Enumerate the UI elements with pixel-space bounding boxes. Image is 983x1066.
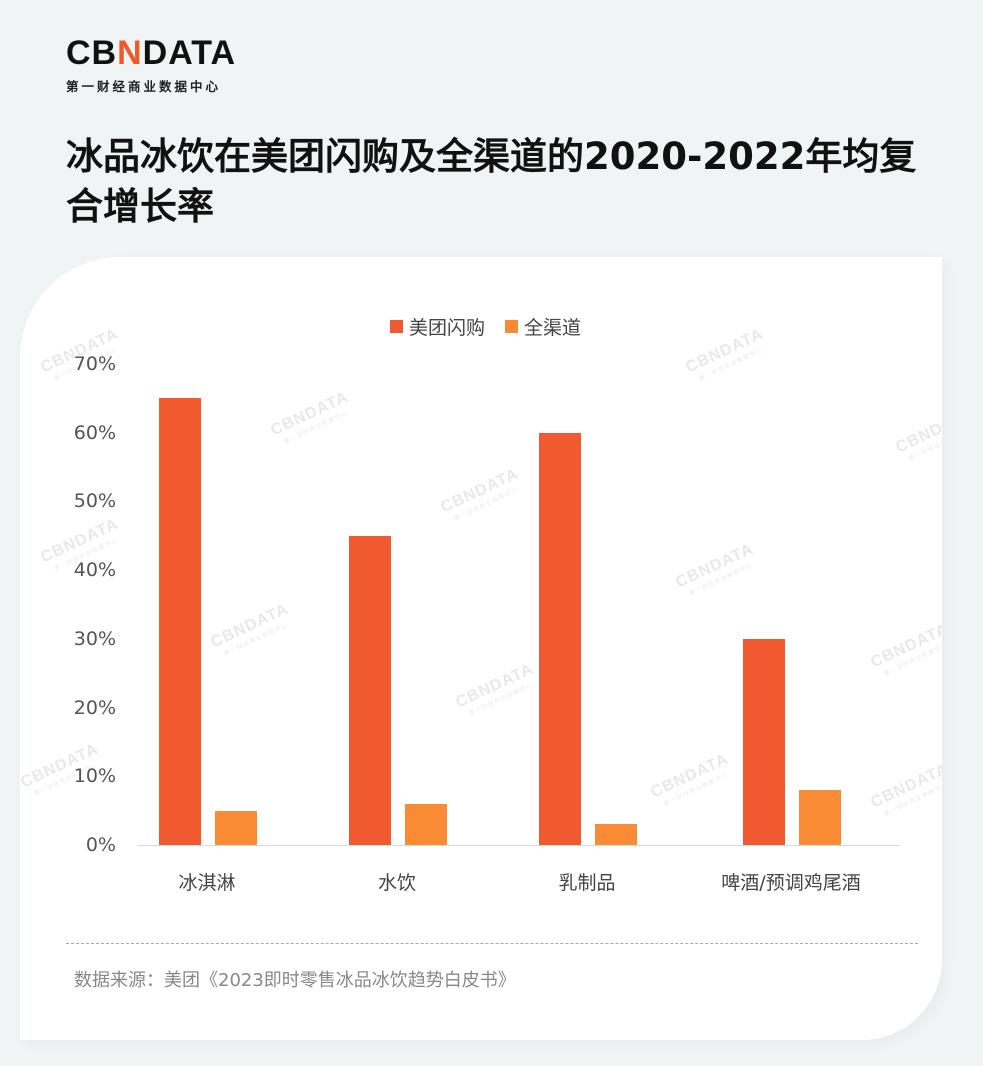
chart-title: 冰品冰饮在美团闪购及全渠道的2020-2022年均复合增长率 <box>66 135 917 228</box>
y-tick-label: 10% <box>73 765 116 788</box>
watermark: CBNDATA 第一财经商业数据中心 <box>648 750 732 808</box>
watermark: CBNDATA 第一财经商业数据中心 <box>893 405 942 463</box>
watermark: CBNDATA 第一财经商业数据中心 <box>438 465 522 523</box>
x-category-label: 乳制品 <box>558 872 616 894</box>
bar-all-channel <box>798 790 841 845</box>
source-note: 数据来源：美团《2023即时零售冰品冰饮趋势白皮书》 <box>74 970 516 991</box>
dashed-divider <box>66 943 918 944</box>
watermark: CBNDATA 第一财经商业数据中心 <box>673 540 757 598</box>
y-tick-label: 50% <box>73 490 116 513</box>
bar-all-channel <box>404 803 447 845</box>
legend-item-all-channel: 全渠道 <box>505 313 581 340</box>
y-tick-label: 70% <box>73 353 116 375</box>
cbndata-logo: CBNDATA 第一财经商业数据中心 <box>66 36 236 95</box>
watermark: CBNDATA 第一财经商业数据中心 <box>683 325 767 383</box>
legend-label: 美团闪购 <box>409 317 486 339</box>
legend-swatch-meituan <box>390 320 403 333</box>
bar-meituan <box>538 432 581 845</box>
bar-all-channel <box>594 824 637 845</box>
watermark: CBNDATA 第一财经商业数据中心 <box>453 660 537 718</box>
bar-meituan <box>158 398 201 845</box>
y-tick-label: 0% <box>85 834 116 856</box>
y-tick-label: 40% <box>73 559 116 582</box>
legend-swatch-all-channel <box>505 320 519 333</box>
legend-label: 全渠道 <box>524 317 582 339</box>
watermark: CBNDATA 第一财经商业数据中心 <box>868 620 942 678</box>
watermark: CBNDATA 第一财经商业数据中心 <box>208 600 292 658</box>
y-tick-label: 60% <box>73 421 116 444</box>
chart-card: CBNDATA 第一财经商业数据中心 CBNDATA 第一财经商业数据中心 CBNDAT… <box>20 257 942 1040</box>
x-category-label: 啤酒/预调鸡尾酒 <box>721 872 861 894</box>
bar-all-channel <box>214 810 257 845</box>
watermark: CBNDATA 第一财经商业数据中心 <box>868 760 942 818</box>
x-category-label: 水饮 <box>377 872 416 894</box>
watermark: CBNDATA 第一财经商业数据中心 <box>268 388 352 446</box>
chart-legend: 美团闪购 全渠道 <box>390 313 601 340</box>
y-tick-label: 20% <box>73 696 116 719</box>
logo-wordmark: CBNDATA <box>66 34 237 72</box>
x-axis-line <box>138 845 900 846</box>
bar-meituan <box>348 535 391 845</box>
logo-subtitle: 第一财经商业数据中心 <box>66 79 222 94</box>
legend-item-meituan: 美团闪购 <box>390 313 485 340</box>
y-tick-label: 30% <box>73 627 116 650</box>
x-category-label: 冰淇淋 <box>178 872 236 894</box>
bar-meituan <box>742 638 785 845</box>
